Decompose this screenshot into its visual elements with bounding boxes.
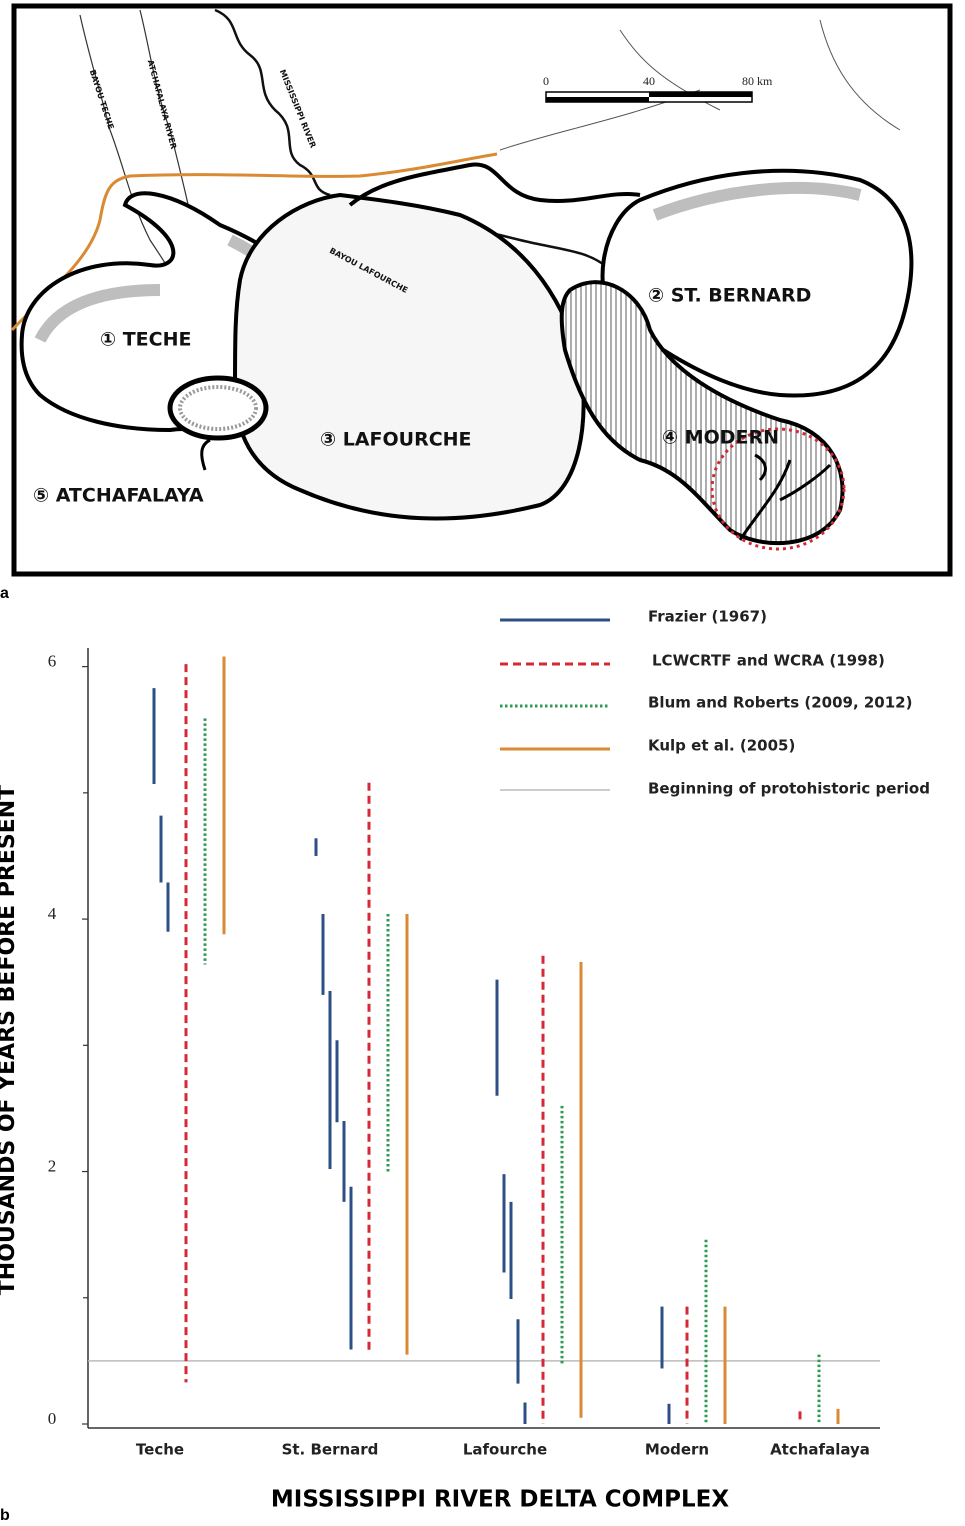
legend-label: Kulp et al. (2005) bbox=[648, 737, 795, 755]
scale-label: 0 bbox=[543, 74, 549, 88]
scale-label: 80 km bbox=[742, 74, 773, 88]
lobe-shading bbox=[652, 181, 862, 221]
x-axis-title: MISSISSIPPI RIVER DELTA COMPLEX bbox=[271, 1487, 729, 1513]
lobe-margin bbox=[348, 162, 641, 207]
legend-label: Blum and Roberts (2009, 2012) bbox=[648, 694, 912, 712]
x-tick-label: Teche bbox=[136, 1441, 184, 1459]
x-tick-label: St. Bernard bbox=[282, 1441, 379, 1459]
lobe-label: ④ MODERN bbox=[662, 427, 779, 449]
panel-label: a bbox=[0, 585, 9, 602]
map: 0 40 80 km ① TECHE ② ST. BERNARD ③ LAFOU… bbox=[0, 3, 953, 602]
scale-bar bbox=[649, 92, 752, 97]
y-tick-label: 0 bbox=[48, 1409, 57, 1428]
legend-label: LCWCRTF and WCRA (1998) bbox=[652, 652, 885, 670]
scale-bar bbox=[546, 97, 649, 102]
lobe-label: ① TECHE bbox=[100, 329, 191, 351]
y-tick-label: 4 bbox=[48, 904, 57, 923]
legend-label: Beginning of protohistoric period bbox=[648, 780, 930, 798]
scale-label: 40 bbox=[643, 74, 655, 88]
x-tick-label: Modern bbox=[645, 1441, 709, 1459]
y-tick-label: 6 bbox=[48, 652, 57, 671]
distributary bbox=[738, 453, 832, 541]
x-tick-label: Lafourche bbox=[463, 1441, 547, 1459]
boundary-line bbox=[10, 152, 498, 332]
y-tick-label: 2 bbox=[48, 1156, 57, 1175]
river bbox=[214, 8, 331, 197]
lobe-modern bbox=[559, 280, 845, 546]
lobe-atchafalaya-inner bbox=[178, 385, 258, 431]
x-tick-label: Atchafalaya bbox=[770, 1441, 870, 1459]
legend-label: Frazier (1967) bbox=[648, 608, 767, 626]
lobe-label: ③ LAFOURCHE bbox=[320, 429, 472, 451]
panel-label: b bbox=[0, 1507, 10, 1524]
lobe-label: ② ST. BERNARD bbox=[648, 285, 811, 307]
y-axis-title: THOUSANDS OF YEARS BEFORE PRESENT bbox=[0, 785, 20, 1295]
modern-circle bbox=[710, 427, 846, 551]
arrow bbox=[200, 438, 211, 471]
lobe-label: ⑤ ATCHAFALAYA bbox=[33, 485, 204, 507]
